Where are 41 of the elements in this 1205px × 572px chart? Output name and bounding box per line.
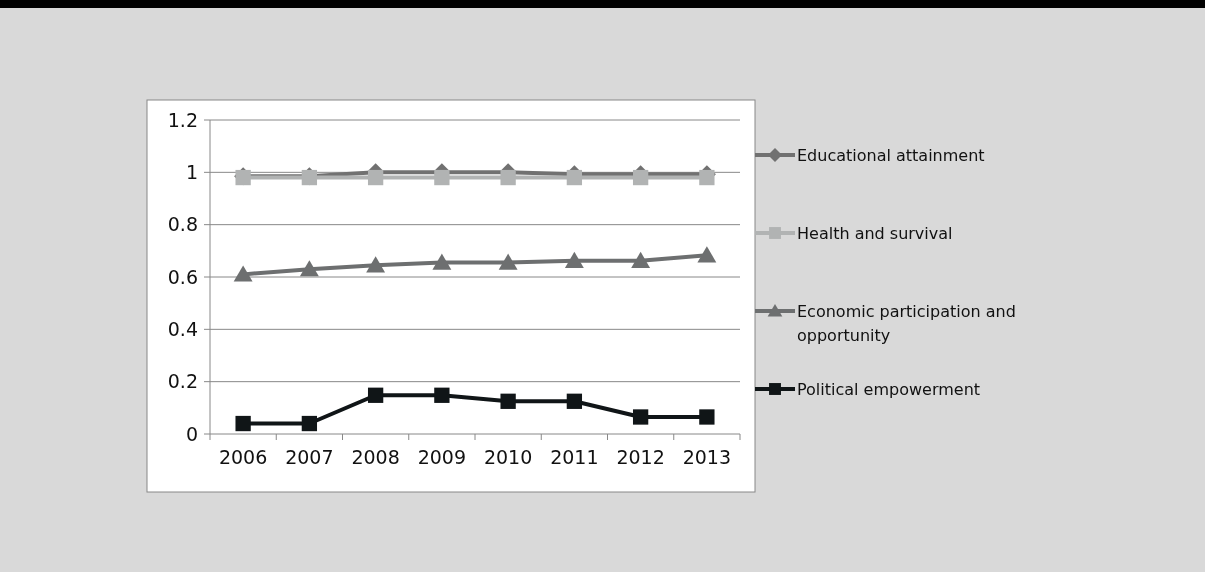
x-tick-label: 2013: [682, 446, 732, 468]
x-tick-label: 2007: [285, 446, 334, 468]
y-tick-label: 1.2: [167, 108, 198, 131]
y-tick-label: 0.4: [167, 317, 198, 340]
point: [498, 253, 518, 270]
point: [697, 246, 717, 263]
point: [699, 169, 715, 186]
point: [500, 169, 516, 186]
y-tick-label: 0.6: [167, 265, 198, 288]
point: [367, 169, 384, 186]
legend-label: Health and survival: [797, 223, 953, 243]
point: [434, 387, 450, 403]
point: [235, 415, 251, 432]
x-tick-label: 2009: [417, 446, 467, 468]
point: [500, 393, 516, 409]
point: [699, 409, 715, 425]
x-tick-label: 2008: [351, 446, 400, 468]
point: [301, 415, 318, 432]
y-tick-label: 0.8: [167, 213, 198, 236]
x-tick-label: 2012: [616, 446, 665, 468]
point: [632, 169, 649, 186]
y-tick-label: 1: [185, 160, 198, 183]
point: [233, 265, 253, 282]
legend-label: Political empowerment: [797, 379, 981, 399]
point: [299, 260, 319, 277]
x-tick-label: 2006: [218, 446, 268, 468]
point: [564, 251, 584, 268]
point: [367, 387, 384, 403]
y-tick-label: 0: [185, 422, 198, 445]
y-tick-label: 0.2: [167, 370, 198, 393]
legend-label: Economic participation and opportunity: [797, 301, 1016, 345]
point: [566, 169, 583, 186]
point: [632, 409, 649, 425]
x-tick-label: 2010: [483, 446, 533, 468]
point: [434, 169, 450, 186]
point: [366, 256, 386, 273]
x-tick-label: 2011: [550, 446, 599, 468]
legend-label: Educational attainment: [797, 145, 985, 165]
point: [432, 253, 452, 270]
point: [631, 251, 651, 268]
point: [566, 393, 583, 409]
